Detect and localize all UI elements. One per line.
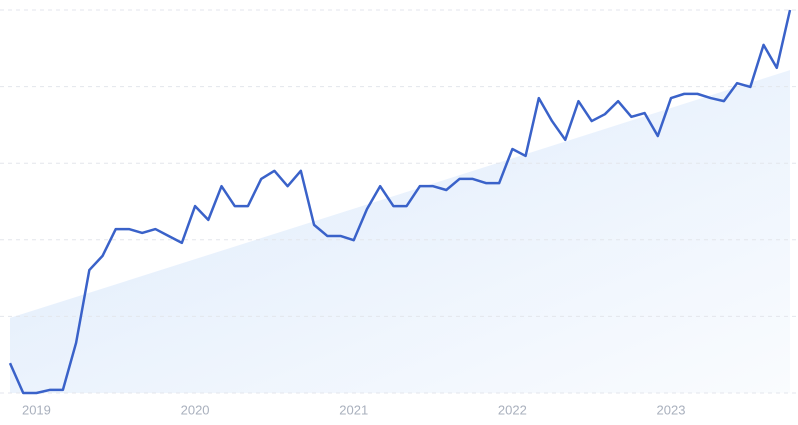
x-tick-label: 2022 [498, 402, 527, 417]
trend-area [10, 70, 790, 394]
x-tick-label: 2023 [657, 402, 686, 417]
x-tick-label: 2019 [22, 402, 51, 417]
x-tick-label: 2020 [181, 402, 210, 417]
x-tick-label: 2021 [339, 402, 368, 417]
line [8, 9, 792, 395]
